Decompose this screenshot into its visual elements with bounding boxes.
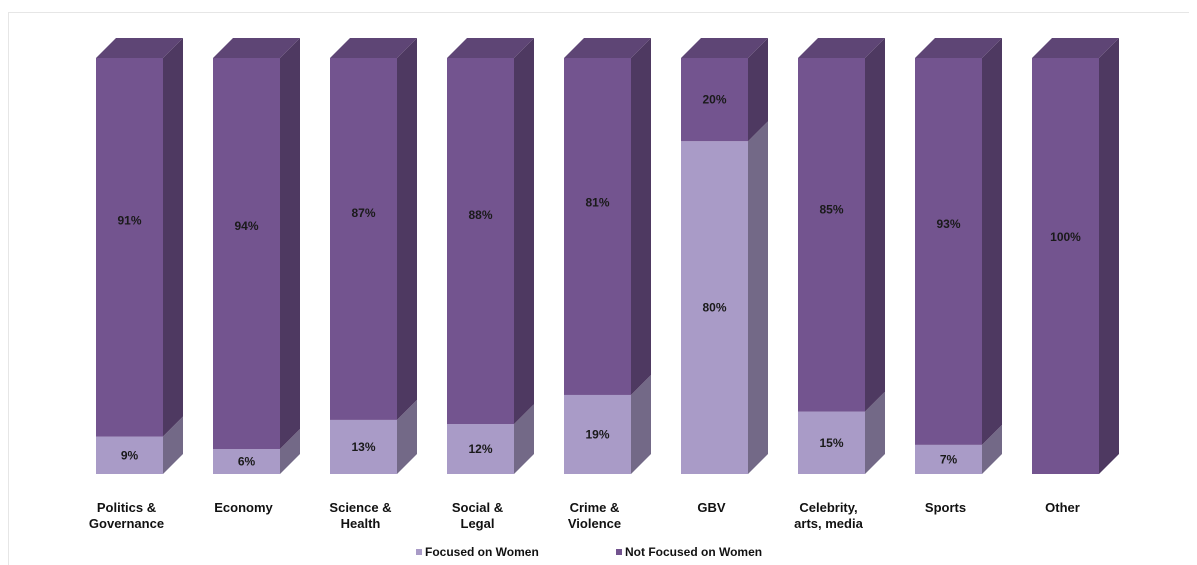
legend: Focused on Women Not Focused on Women [416,545,762,559]
bar-side-focused [397,399,417,474]
category-label: Social & [452,500,503,515]
bar-column [96,38,183,474]
bar-segment-focused [915,444,982,474]
bar-segment-not-focused [96,58,163,437]
value-label-focused: 9% [121,448,139,462]
bar-top-not-focused [798,38,885,58]
bar-top-not-focused [915,38,1002,58]
value-label-not-focused: 87% [351,206,375,220]
legend-label-not-focused: Not Focused on Women [625,545,762,559]
value-label-not-focused: 94% [234,219,258,233]
category-label: Crime & [570,500,620,515]
category-labels-layer: Politics &Governance Economy Science &Heal… [89,500,1080,531]
bar-column [915,38,1002,474]
value-label-not-focused: 88% [468,208,492,222]
bar-side-not-focused [163,38,183,437]
category-label: arts, media [794,516,863,531]
value-label-not-focused: 93% [936,217,960,231]
category-label: Violence [568,516,621,531]
bar-top-not-focused [1032,38,1119,58]
bar-segment-focused [330,419,397,474]
bar-segment-not-focused [915,58,982,445]
bar-column [798,38,885,474]
value-label-focused: 6% [238,455,256,469]
bar-side-not-focused [1099,38,1119,474]
bar-segment-focused [96,436,163,474]
category-label: Celebrity, [799,500,857,515]
value-label-focused: 7% [940,452,958,466]
bar-top-not-focused [213,38,300,58]
bar-side-not-focused [865,38,885,412]
bar-side-not-focused [748,38,768,142]
bar-column [681,38,768,474]
category-label: Other [1045,500,1080,515]
bar-top-not-focused [681,38,768,58]
category-label: Politics & [97,500,156,515]
legend-swatch-not-focused [616,549,622,555]
value-label-focused: 80% [702,301,726,315]
bar-side-focused [514,404,534,474]
category-label: GBV [697,500,726,515]
bar-segment-focused [213,449,280,474]
bar-segment-not-focused [1032,58,1099,474]
value-label-not-focused: 85% [819,203,843,217]
bar-segment-not-focused [330,58,397,420]
bar-segment-not-focused [564,58,631,395]
value-label-focused: 12% [468,442,492,456]
category-label: Governance [89,516,164,531]
category-label: Sports [925,500,966,515]
bar-segment-not-focused [213,58,280,450]
bar-side-not-focused [280,38,300,450]
bar-side-not-focused [982,38,1002,445]
category-label: Health [341,516,381,531]
bar-side-focused [982,424,1002,474]
chart-frame [8,12,1189,565]
value-label-not-focused: 20% [702,93,726,107]
bar-side-focused [163,416,183,474]
bar-segment-focused [681,141,748,474]
bar-top-not-focused [330,38,417,58]
bar-column [564,38,651,474]
bar-side-not-focused [397,38,417,420]
bar-side-focused [865,391,885,474]
bar-segment-focused [447,424,514,474]
bar-top-not-focused [96,38,183,58]
bar-column [330,38,417,474]
bars-layer [96,38,1119,474]
category-label: Science & [329,500,391,515]
bar-column [213,38,300,474]
bar-segment-focused [564,394,631,474]
bar-segment-not-focused [798,58,865,412]
bar-side-focused [280,429,300,474]
bar-column [1032,38,1119,474]
bar-side-focused [748,121,768,474]
legend-label-focused: Focused on Women [425,545,539,559]
bar-side-not-focused [514,38,534,425]
bar-column [447,38,534,474]
value-label-focused: 15% [819,436,843,450]
bar-segment-not-focused [447,58,514,425]
value-labels-layer: 9% 91% 6% 94% 13% 87% 12% 88% 19% 81% 80% 20% 15% 85%… [117,93,1081,469]
bar-top-not-focused [447,38,534,58]
category-label: Economy [214,500,273,515]
bar-segment-not-focused [681,58,748,142]
bar-segment-focused [798,411,865,474]
category-label: Legal [461,516,495,531]
value-label-focused: 13% [351,440,375,454]
value-label-focused: 19% [585,427,609,441]
legend-swatch-focused [416,549,422,555]
value-label-not-focused: 100% [1050,230,1081,244]
bar-side-not-focused [631,38,651,395]
value-label-not-focused: 91% [117,214,141,228]
bar-top-not-focused [564,38,651,58]
bar-side-focused [631,374,651,474]
value-label-not-focused: 81% [585,195,609,209]
